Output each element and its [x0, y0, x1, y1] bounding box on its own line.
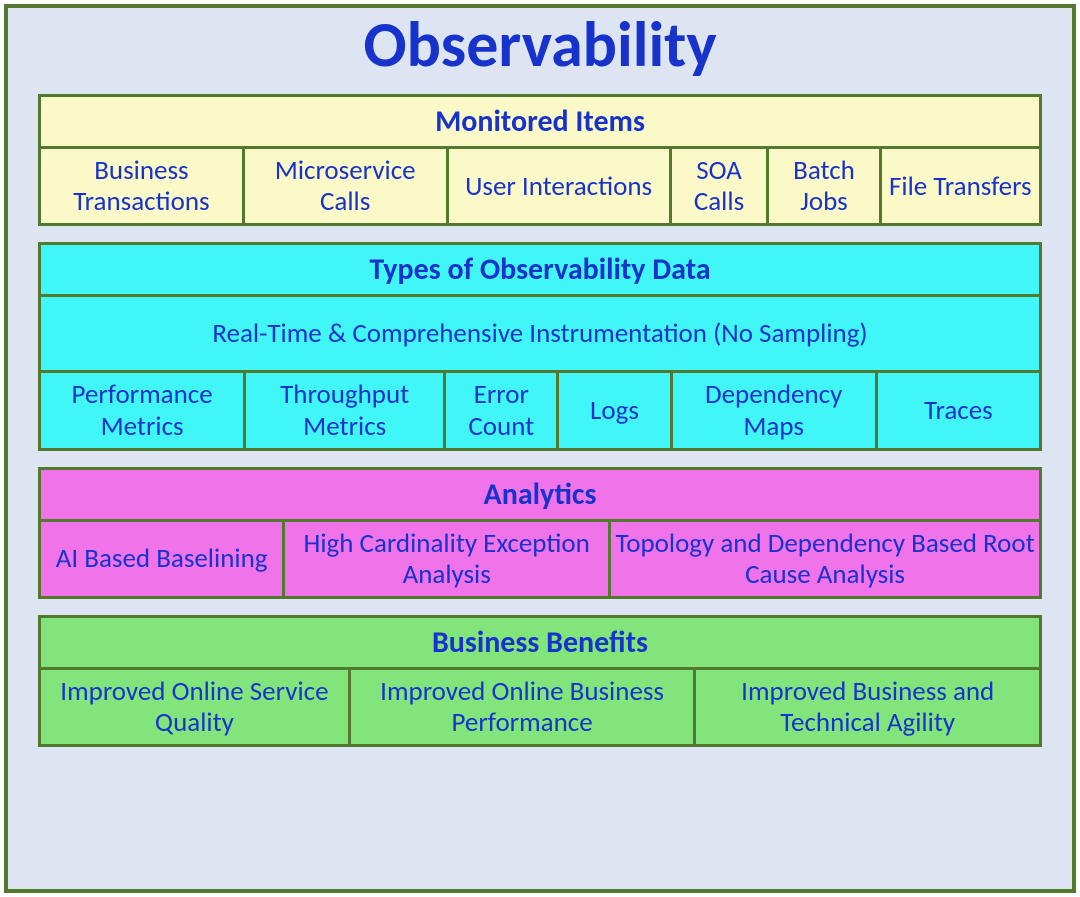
monitored-item-1: Microservice Calls	[245, 149, 449, 226]
section-monitored: Monitored ItemsBusiness TransactionsMicr…	[38, 94, 1042, 226]
benefits-item-0: Improved Online Service Quality	[38, 670, 351, 747]
analytics-row: AI Based BaseliningHigh Cardinality Exce…	[38, 522, 1042, 599]
section-datatypes: Types of Observability DataReal-Time & C…	[38, 242, 1042, 450]
datatypes-row: Performance MetricsThroughput MetricsErr…	[38, 373, 1042, 450]
benefits-item-1: Improved Online Business Performance	[351, 670, 697, 747]
monitored-header: Monitored Items	[38, 94, 1042, 149]
monitored-item-4: Batch Jobs	[769, 149, 881, 226]
monitored-item-2: User Interactions	[449, 149, 672, 226]
monitored-item-5: File Transfers	[882, 149, 1042, 226]
datatypes-item-4: Dependency Maps	[673, 373, 878, 450]
analytics-item-1: High Cardinality Exception Analysis	[285, 522, 611, 599]
datatypes-item-3: Logs	[559, 373, 672, 450]
datatypes-header: Types of Observability Data	[38, 242, 1042, 297]
benefits-row: Improved Online Service QualityImproved …	[38, 670, 1042, 747]
benefits-header: Business Benefits	[38, 615, 1042, 670]
section-analytics: AnalyticsAI Based BaseliningHigh Cardina…	[38, 467, 1042, 599]
section-benefits: Business BenefitsImproved Online Service…	[38, 615, 1042, 747]
monitored-row: Business TransactionsMicroservice CallsU…	[38, 149, 1042, 226]
monitored-item-0: Business Transactions	[38, 149, 245, 226]
datatypes-item-2: Error Count	[446, 373, 559, 450]
analytics-item-0: AI Based Baselining	[38, 522, 285, 599]
datatypes-item-5: Traces	[878, 373, 1042, 450]
analytics-header: Analytics	[38, 467, 1042, 522]
datatypes-subheader: Real-Time & Comprehensive Instrumentatio…	[38, 297, 1042, 373]
analytics-item-2: Topology and Dependency Based Root Cause…	[611, 522, 1042, 599]
monitored-item-3: SOA Calls	[672, 149, 770, 226]
datatypes-item-1: Throughput Metrics	[246, 373, 446, 450]
observability-frame: Observability Monitored ItemsBusiness Tr…	[4, 4, 1076, 893]
page-title: Observability	[38, 10, 1042, 80]
datatypes-item-0: Performance Metrics	[38, 373, 246, 450]
benefits-item-2: Improved Business and Technical Agility	[696, 670, 1042, 747]
